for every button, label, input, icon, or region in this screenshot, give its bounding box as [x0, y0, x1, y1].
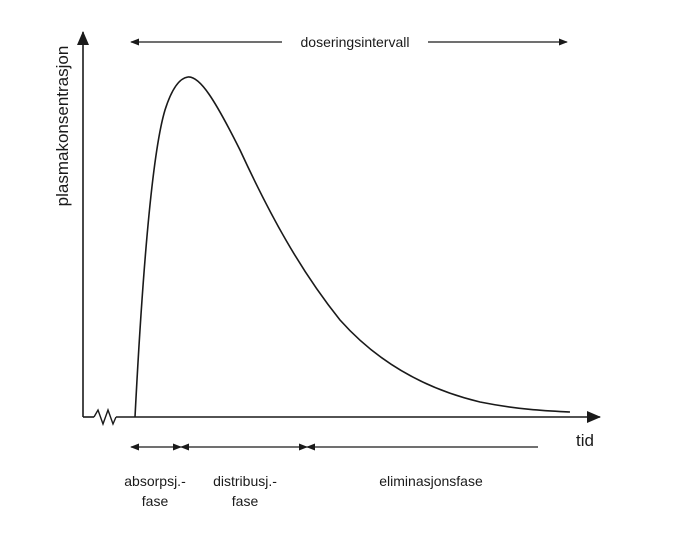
distribution-phase-label-line2: fase — [232, 493, 259, 509]
x-axis — [83, 407, 601, 427]
x-axis-label: tid — [576, 431, 594, 450]
dosing-interval-indicator: doseringsintervall — [130, 34, 568, 50]
distribution-phase-label-line1: distribusj.- — [213, 473, 277, 489]
absorption-phase-label-line2: fase — [142, 493, 169, 509]
axis-break-icon — [93, 407, 117, 427]
elimination-phase-label: eliminasjonsfase — [379, 473, 483, 489]
concentration-curve — [134, 76, 571, 418]
y-axis-label: plasmakonsentrasjon — [53, 46, 72, 207]
dosing-interval-label: doseringsintervall — [301, 34, 410, 50]
absorption-phase-label-line1: absorpsj.- — [124, 473, 186, 489]
